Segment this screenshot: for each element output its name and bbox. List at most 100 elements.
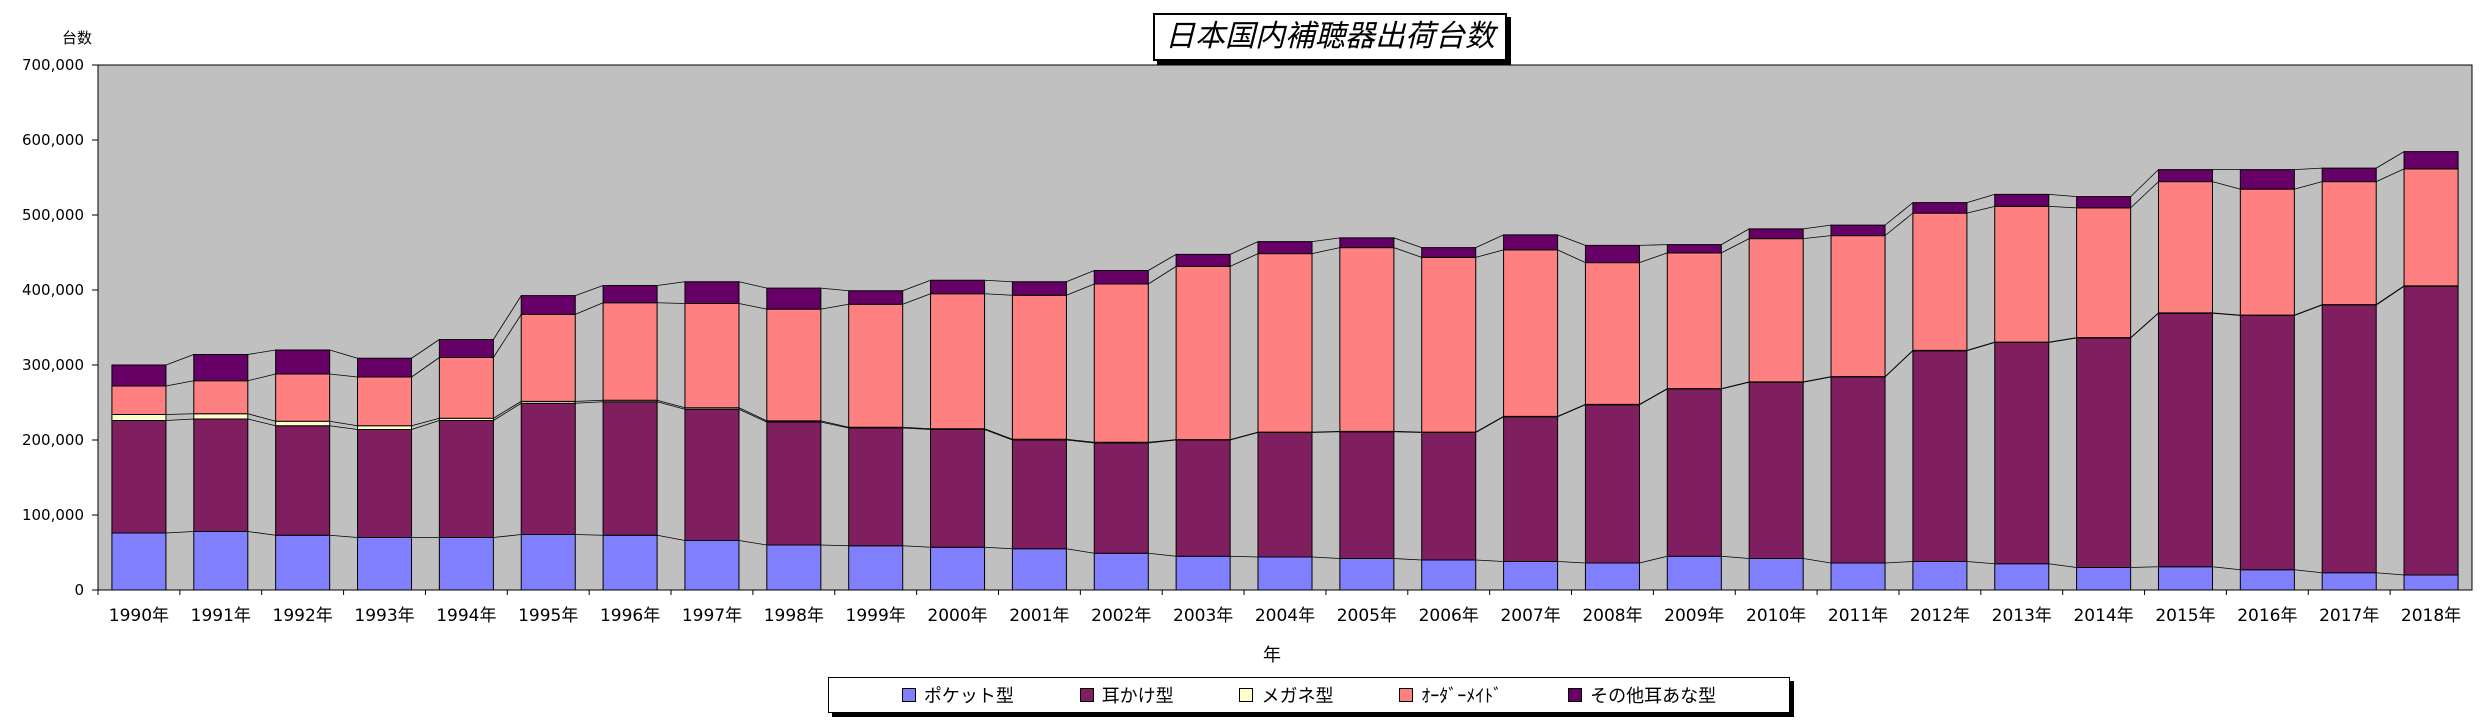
- connector-line: [820, 287, 849, 292]
- connector-line: [2048, 337, 2077, 343]
- y-axis-label: 台数: [62, 29, 93, 47]
- x-tick-label: 2016年: [2237, 606, 2297, 626]
- bar-segment: [275, 420, 331, 427]
- connector-line: [1230, 555, 1258, 558]
- bar-segment: [766, 308, 822, 422]
- x-tick-label: 1995年: [518, 606, 578, 626]
- bar-segment: [193, 413, 249, 420]
- bar-segment: [1912, 212, 1968, 351]
- connector-line: [329, 425, 358, 430]
- bar-segment: [1748, 238, 1804, 383]
- connector-line: [1803, 235, 1832, 240]
- connector-line: [329, 534, 358, 538]
- bar-segment: [1912, 561, 1968, 591]
- bar-segment: [684, 303, 740, 409]
- connector-line: [1393, 430, 1422, 433]
- connector-line: [1885, 561, 1913, 564]
- connector-line: [1312, 430, 1340, 433]
- bar-segment: [848, 427, 904, 547]
- bar-segment: [1257, 241, 1313, 255]
- bar-segment: [1584, 244, 1640, 264]
- bar-segment: [2321, 304, 2377, 574]
- bar-segment: [1093, 552, 1149, 591]
- connector-line: [902, 545, 931, 548]
- connector-line: [1148, 439, 1177, 444]
- bar-segment: [111, 532, 167, 591]
- connector-line: [1148, 266, 1177, 285]
- bar-segment: [2239, 169, 2295, 190]
- connector-line: [411, 357, 440, 378]
- connector-line: [493, 534, 522, 538]
- bar-segment: [2076, 207, 2132, 339]
- x-axis-label: 年: [1263, 645, 1281, 666]
- bar-segment: [520, 402, 576, 535]
- connector-line: [1475, 249, 1504, 258]
- connector-line: [657, 302, 685, 304]
- bar-segment: [2157, 566, 2213, 591]
- bar-segment: [1011, 294, 1067, 440]
- connector-line: [1148, 254, 1177, 271]
- bar-segment: [357, 429, 413, 538]
- legend-item-pocket: ポケット型: [901, 682, 1014, 708]
- bar-segment: [2239, 315, 2295, 571]
- bar-segment: [1994, 342, 2050, 565]
- legend-swatch: [1079, 688, 1094, 702]
- bar-segment: [1584, 404, 1640, 564]
- connector-line: [657, 281, 686, 286]
- bar-segment: [684, 540, 740, 591]
- x-tick-label: 1999年: [846, 606, 906, 626]
- connector-line: [1229, 253, 1259, 267]
- x-tick-label: 2017年: [2319, 606, 2379, 626]
- connector-line: [247, 413, 276, 422]
- bar-segment: [1584, 562, 1640, 591]
- connector-line: [165, 380, 194, 387]
- x-tick-label: 2014年: [2073, 606, 2133, 626]
- connector-line: [738, 540, 767, 546]
- bar-segment: [1257, 253, 1313, 433]
- connector-line: [329, 420, 358, 427]
- connector-line: [902, 427, 931, 430]
- connector-line: [2130, 566, 2159, 568]
- connector-line: [657, 399, 686, 409]
- connector-line: [1884, 350, 1914, 377]
- bar-segment: [1503, 416, 1559, 562]
- connector-line: [2048, 563, 2077, 568]
- x-tick-label: 2018年: [2401, 606, 2461, 626]
- bar-segment: [1339, 431, 1395, 559]
- bar-segment: [1339, 558, 1395, 591]
- bar-segment: [1584, 262, 1640, 405]
- connector-line: [1475, 416, 1504, 433]
- bar-segment: [930, 429, 986, 548]
- connector-line: [1721, 555, 1750, 559]
- connector-line: [902, 279, 931, 292]
- connector-line: [1230, 431, 1259, 441]
- bar-segment: [1748, 228, 1804, 240]
- bar-segment: [438, 420, 494, 538]
- connector-line: [1721, 381, 1750, 390]
- connector-line: [1311, 556, 1340, 559]
- bar-segment: [766, 421, 822, 546]
- connector-line: [2212, 181, 2241, 190]
- x-tick-label: 2002年: [1091, 606, 1151, 626]
- connector-line: [984, 546, 1013, 550]
- bar-segment: [1666, 388, 1722, 557]
- bar-segment: [1830, 224, 1886, 237]
- connector-line: [657, 534, 686, 541]
- connector-line: [575, 534, 604, 536]
- connector-line: [1557, 404, 1586, 417]
- connector-line: [247, 531, 276, 536]
- bar-segment: [1093, 283, 1149, 443]
- connector-line: [1393, 558, 1422, 561]
- bar-segment: [2321, 181, 2377, 306]
- bars: [111, 151, 2459, 591]
- y-tick-label: 0: [74, 581, 84, 599]
- connector-line: [247, 349, 276, 355]
- connector-line: [820, 420, 849, 428]
- bar-segment: [2239, 188, 2295, 316]
- x-tick-label: 2008年: [1582, 606, 1642, 626]
- bar-segment: [1666, 252, 1722, 390]
- connector-line: [2130, 312, 2159, 338]
- bar-segment: [602, 285, 658, 304]
- bar-segment: [2321, 572, 2377, 591]
